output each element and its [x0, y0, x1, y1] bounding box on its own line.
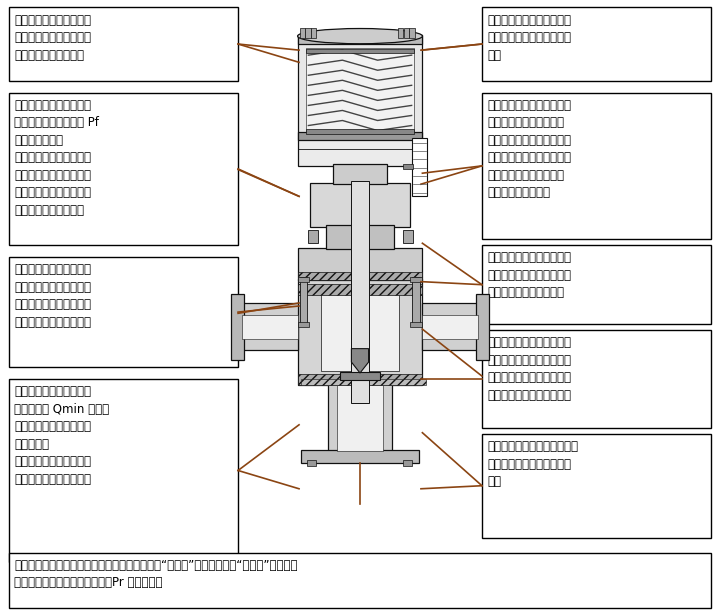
Bar: [413, 277, 420, 324]
Bar: [351, 181, 369, 403]
Bar: [403, 230, 413, 243]
Text: 泄露量大：是否密封面划伤；
阀坐与阀杆连接螺纹是否松
动。: 泄露量大：是否密封面划伤； 阀坐与阀杆连接螺纹是否松 动。: [487, 440, 579, 488]
Bar: [325, 225, 395, 249]
Text: 阀的全行程不够，影响全开
时流量或全行程超过正偏
差，影响阀关死：将螺母松
开，让阀杆向外或向内伸，
使全行程偏差不超过允许
値，再将螺母旋紧。: 阀的全行程不够，影响全开 时流量或全行程超过正偏 差，影响阀关死：将螺母松 开，…: [487, 99, 572, 200]
Bar: [398, 28, 403, 38]
Bar: [340, 372, 380, 380]
Text: 阀芯关不死：是否执行机
构输出力太小，可调大 Pf
以增大输出力。
对气关阀，调节件调松后
应注意全行程是否改变。
对气开阀，调节件调紧后
应注意全行程是否够。: 阀芯关不死：是否执行机 构输出力太小，可调大 Pf 以增大输出力。 对气关阀，调…: [14, 99, 99, 217]
Bar: [306, 48, 414, 132]
Bar: [422, 315, 477, 339]
Bar: [308, 230, 318, 243]
Text: 阀稳定性差，小开度振荡：是否流向安装反，成“流闭型”；阀门应该按“流闭型”安装时，
阀是否选大，处于小开度工作，Pr 是否选小。: 阀稳定性差，小开度振荡：是否流向安装反，成“流闭型”；阀门应该按“流闭型”安装时…: [14, 559, 298, 589]
Bar: [403, 164, 413, 169]
Bar: [297, 374, 423, 385]
Bar: [297, 278, 423, 385]
Bar: [300, 277, 307, 324]
Bar: [320, 292, 400, 371]
Bar: [305, 28, 310, 38]
Text: 动作不稳定：是否执行机构
刚度不够，不平衡力选择过
小。: 动作不稳定：是否执行机构 刚度不够，不平衡力选择过 小。: [487, 13, 572, 62]
Bar: [297, 35, 423, 138]
Ellipse shape: [297, 29, 423, 43]
Bar: [297, 284, 423, 295]
Bar: [306, 49, 414, 53]
Bar: [413, 138, 427, 196]
FancyBboxPatch shape: [9, 93, 238, 245]
FancyBboxPatch shape: [482, 434, 711, 537]
FancyBboxPatch shape: [482, 93, 711, 239]
Bar: [404, 28, 409, 38]
Bar: [301, 379, 426, 385]
Bar: [297, 272, 423, 280]
Bar: [297, 322, 309, 327]
Polygon shape: [351, 349, 369, 373]
Bar: [297, 138, 423, 166]
FancyBboxPatch shape: [9, 553, 711, 608]
FancyBboxPatch shape: [482, 330, 711, 428]
Bar: [311, 28, 316, 38]
Bar: [337, 385, 383, 451]
Text: 可调范围变小：是否节流
件损伤，使 Qmin 变大。
阀不动作：是否节流口有
硬物常住。
阀稳定性差：是否阀选得
太大，处于小开度工作。: 可调范围变小：是否节流 件损伤，使 Qmin 变大。 阀不动作：是否节流口有 硬…: [14, 385, 109, 486]
FancyBboxPatch shape: [482, 7, 711, 81]
Bar: [306, 129, 414, 133]
Polygon shape: [423, 303, 482, 350]
FancyBboxPatch shape: [482, 245, 711, 324]
FancyBboxPatch shape: [9, 257, 238, 367]
Bar: [297, 35, 423, 44]
Bar: [243, 315, 298, 339]
FancyBboxPatch shape: [9, 379, 238, 562]
Bar: [297, 247, 423, 280]
Bar: [301, 450, 419, 463]
Bar: [310, 183, 410, 227]
Text: 回差大或动作迟滞：填料压
盖是否压得太紧；阀杆是否
弯曲，划伤；阀芯导向面是
否有划伤、冲蚀、常堵等。: 回差大或动作迟滞：填料压 盖是否压得太紧；阀杆是否 弯曲，划伤；阀芯导向面是 否…: [487, 337, 572, 402]
Polygon shape: [238, 303, 297, 350]
FancyBboxPatch shape: [9, 7, 238, 81]
Polygon shape: [476, 294, 489, 360]
Text: 回差大：上、下阀盖连接
螺栓有无异常现象，是否
对称，旋紧螺母，特别是
用缠绕片密封的调节阀。: 回差大：上、下阀盖连接 螺栓有无异常现象，是否 对称，旋紧螺母，特别是 用缠绕片…: [14, 263, 91, 329]
Bar: [410, 28, 415, 38]
Bar: [307, 460, 315, 466]
Bar: [300, 28, 305, 38]
Polygon shape: [231, 294, 244, 360]
Bar: [297, 132, 423, 140]
Bar: [410, 322, 422, 327]
Bar: [297, 277, 309, 282]
Bar: [328, 384, 392, 452]
Text: 阀杆处泄露：是否调料，密
封脂老化或填料拉伤。是否
弹簧被腐蚀或失去弹性。: 阀杆处泄露：是否调料，密 封脂老化或填料拉伤。是否 弹簧被腐蚀或失去弹性。: [487, 251, 572, 299]
Text: 推杆动作迟鹟或不动作：
膜片、滚动膜片、垫片是
否老化、破裂引起漏气: 推杆动作迟鹟或不动作： 膜片、滚动膜片、垫片是 否老化、破裂引起漏气: [14, 13, 91, 62]
Bar: [333, 164, 387, 184]
Bar: [410, 277, 422, 282]
Bar: [403, 460, 412, 466]
